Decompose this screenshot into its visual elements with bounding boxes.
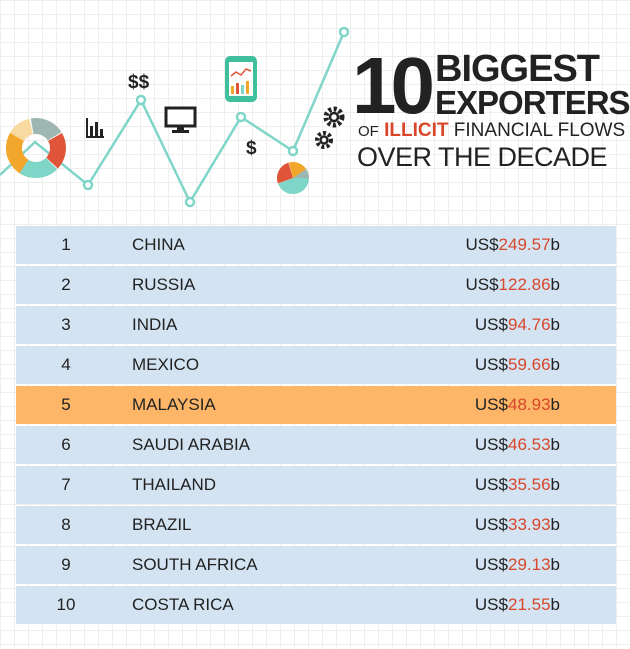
value-prefix: US$ <box>474 315 508 334</box>
value-prefix: US$ <box>474 595 508 614</box>
value-number: 35.56 <box>507 475 551 494</box>
value-suffix: b <box>550 555 560 574</box>
country-cell: COSTA RICA <box>132 595 234 614</box>
title-line-biggest: BIGGEST <box>435 48 600 90</box>
monitor-icon <box>164 106 197 133</box>
table-row: 8 BRAZIL US$33.93b <box>16 506 616 544</box>
rank-cell: 3 <box>61 315 71 334</box>
rank-cell: 2 <box>61 275 71 294</box>
ranking-table: 1 CHINA US$249.57b 2 RUSSIA US$122.86b 3 INDIA U… <box>16 226 616 626</box>
table-row: 6 SAUDI ARABIA US$46.53b <box>16 426 616 464</box>
table-row: 9 SOUTH AFRICA US$29.13b <box>16 546 616 584</box>
title-of: OF <box>358 123 379 140</box>
title-line-decade: OVER THE DECADE <box>357 142 608 172</box>
rank-cell: 8 <box>61 515 71 534</box>
country-cell: SAUDI ARABIA <box>132 435 251 454</box>
value-suffix: b <box>550 475 560 494</box>
country-cell: MALAYSIA <box>132 395 216 414</box>
rank-cell: 9 <box>61 555 71 574</box>
tablet-chart-icon <box>225 56 257 102</box>
value-prefix: US$ <box>474 435 508 454</box>
value-suffix: b <box>550 435 560 454</box>
value-cell: US$33.93b <box>475 506 560 544</box>
table-row: 4 MEXICO US$59.66b <box>16 346 616 384</box>
value-suffix: b <box>550 515 560 534</box>
country-cell: BRAZIL <box>132 515 192 534</box>
infographic-title: 10 BIGGEST EXPORTERS OF ILLICIT FINANCIA… <box>352 41 630 176</box>
value-prefix: US$ <box>474 355 508 374</box>
value-suffix: b <box>550 315 560 334</box>
rank-cell: 10 <box>56 595 76 614</box>
value-prefix: US$ <box>465 235 499 254</box>
title-number: 10 <box>352 41 435 130</box>
hero-illustration: $$ $ <box>0 26 350 208</box>
dollar-sign-icon: $$ <box>128 72 150 93</box>
country-cell: MEXICO <box>132 355 200 374</box>
title-line-exporters: EXPORTERS <box>435 84 630 121</box>
table-row: 5 MALAYSIA US$48.93b <box>16 386 616 424</box>
value-number: 122.86 <box>498 275 551 294</box>
table-row: 7 THAILAND US$35.56b <box>16 466 616 504</box>
table-row: 3 INDIA US$94.76b <box>16 306 616 344</box>
value-prefix: US$ <box>474 555 508 574</box>
value-number: 21.55 <box>507 595 551 614</box>
value-cell: US$35.56b <box>475 466 560 504</box>
table-row: 2 RUSSIA US$122.86b <box>16 266 616 304</box>
table-row: 10 COSTA RICA US$21.55b <box>16 586 616 624</box>
bar-chart-icon <box>86 118 104 138</box>
value-cell: US$29.13b <box>475 546 560 584</box>
title-illicit: ILLICIT <box>384 120 449 141</box>
value-cell: US$59.66b <box>475 346 560 384</box>
rank-cell: 6 <box>61 435 71 454</box>
value-suffix: b <box>550 235 560 254</box>
trend-line <box>0 31 346 205</box>
pie-chart-icon <box>277 162 309 194</box>
value-cell: US$94.76b <box>475 306 560 344</box>
value-prefix: US$ <box>474 515 508 534</box>
rank-cell: 7 <box>61 475 71 494</box>
value-prefix: US$ <box>474 395 508 414</box>
value-cell: US$21.55b <box>475 586 560 624</box>
value-cell: US$46.53b <box>475 426 560 464</box>
country-cell: THAILAND <box>132 475 217 494</box>
value-prefix: US$ <box>465 275 499 294</box>
rank-cell: 4 <box>61 355 71 374</box>
value-suffix: b <box>550 595 560 614</box>
value-suffix: b <box>550 395 560 414</box>
title-financial-flows: FINANCIAL FLOWS <box>453 120 626 141</box>
value-prefix: US$ <box>474 475 508 494</box>
value-number: 46.53 <box>507 435 551 454</box>
gear-icon <box>315 106 345 149</box>
table-row: 1 CHINA US$249.57b <box>16 226 616 264</box>
value-number: 249.57 <box>498 235 551 254</box>
rank-cell: 5 <box>61 395 71 414</box>
country-cell: SOUTH AFRICA <box>132 555 258 574</box>
value-cell: US$48.93b <box>475 386 560 424</box>
value-suffix: b <box>550 275 560 294</box>
country-cell: RUSSIA <box>132 275 196 294</box>
country-cell: INDIA <box>132 315 178 334</box>
value-suffix: b <box>550 355 560 374</box>
donut-chart-icon <box>5 118 66 178</box>
value-number: 94.76 <box>507 315 551 334</box>
value-cell: US$249.57b <box>465 226 560 264</box>
dollar-sign-icon: $ <box>246 138 257 159</box>
value-number: 48.93 <box>507 395 551 414</box>
rank-cell: 1 <box>61 235 71 254</box>
value-number: 29.13 <box>507 555 551 574</box>
trend-line-nodes <box>82 26 350 208</box>
country-cell: CHINA <box>132 235 185 254</box>
value-cell: US$122.86b <box>465 266 560 304</box>
title-line-illicit: OF ILLICIT FINANCIAL FLOWS <box>358 120 625 143</box>
value-number: 59.66 <box>507 355 551 374</box>
value-number: 33.93 <box>507 515 551 534</box>
